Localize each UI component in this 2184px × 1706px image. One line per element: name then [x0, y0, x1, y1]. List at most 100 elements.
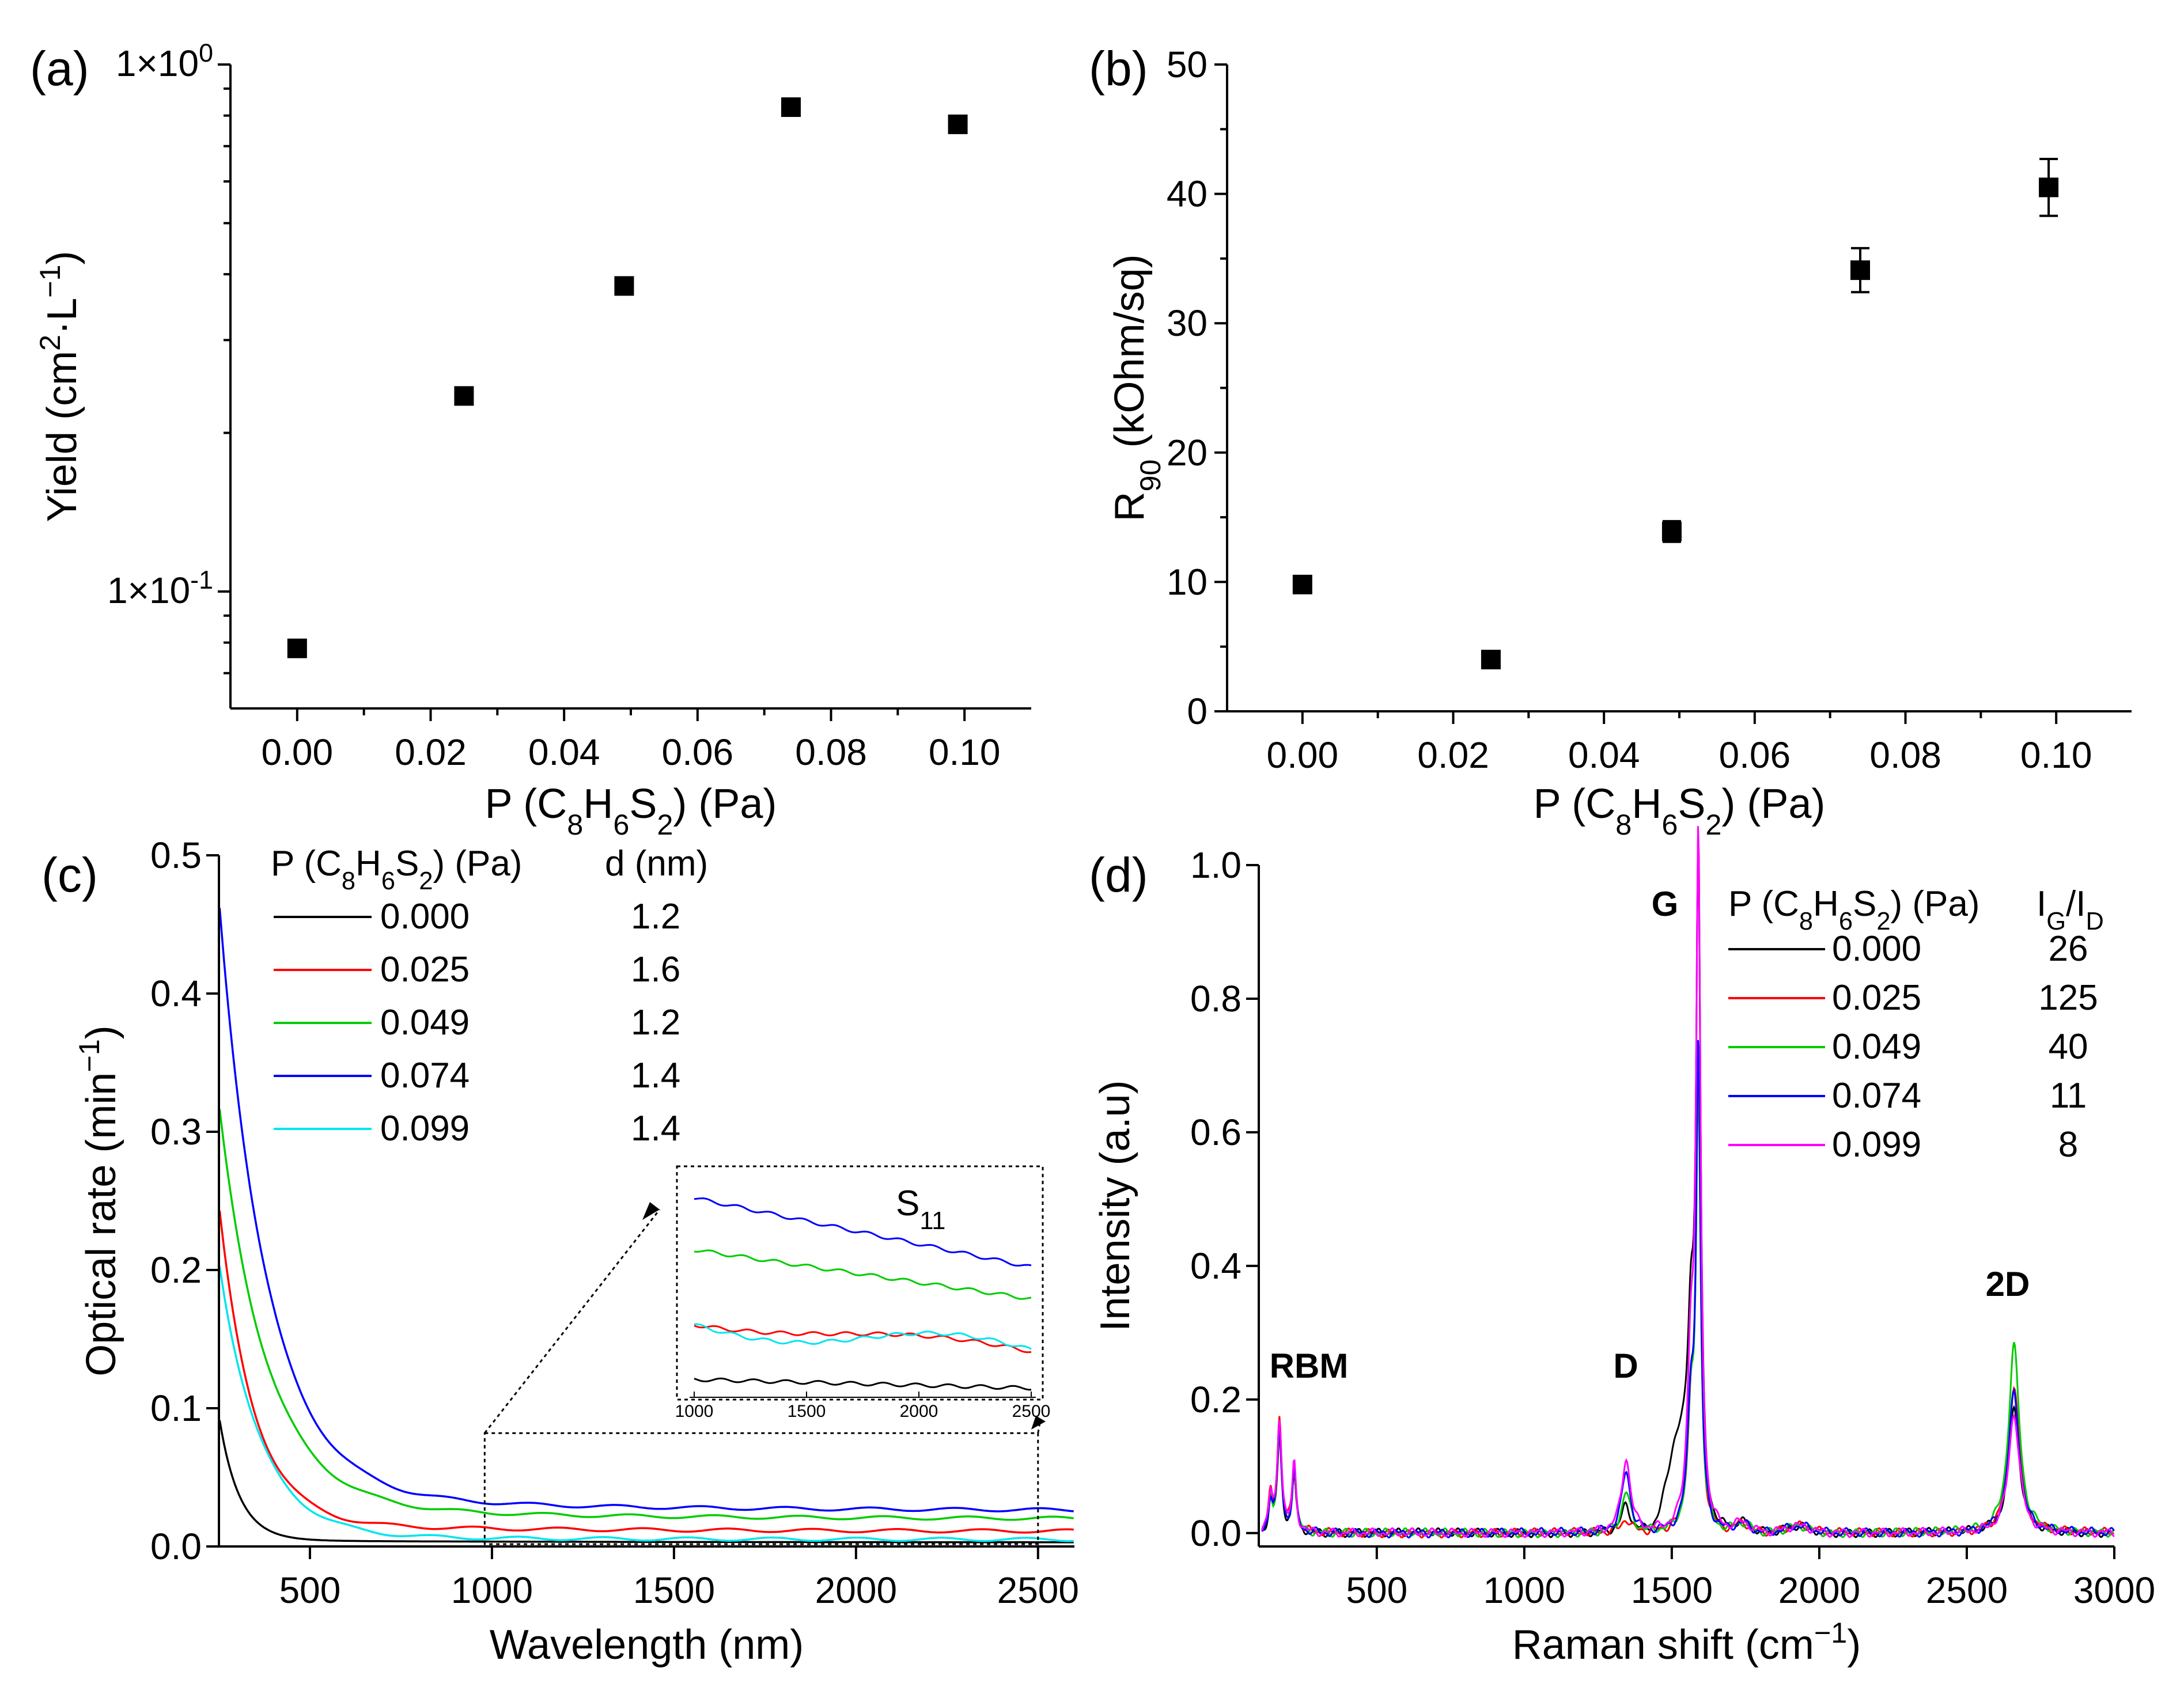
legend-label: 0.074	[1832, 1076, 1921, 1116]
y-tick-label: 1.0	[1190, 844, 1241, 886]
inset-series-line	[694, 1377, 1031, 1391]
panel-label: (b)	[1089, 41, 1148, 96]
x-tick-label: 0.02	[395, 731, 467, 773]
legend-d-value: 1.4	[631, 1109, 680, 1148]
peak-label-g: G	[1652, 885, 1679, 923]
legend-ratio-value: 11	[2050, 1076, 2087, 1116]
y-tick-label: 0.8	[1190, 978, 1241, 1019]
panel-c-optical-rate-chart: 500 1000 1500 2000 2500 0.0 0.1 0.2 0.3 0.4 0.5 100…	[41, 835, 1079, 1668]
y-tick-label: 1×10-1	[107, 566, 213, 611]
panel-label: (d)	[1089, 848, 1148, 902]
legend-label: 0.074	[380, 1056, 470, 1095]
panel-b-resistance-chart: 0.00 0.02 0.04 0.06 0.08 0.10 0 10 20 30 40 50 R90 (…	[1089, 41, 2132, 841]
panel-label: (c)	[41, 848, 98, 902]
legend-ratio-value: 40	[2049, 1027, 2088, 1067]
x-tick-label: 0.08	[1869, 734, 1941, 776]
series-line	[218, 1210, 1074, 1534]
x-tick-label: 0.04	[528, 731, 600, 773]
x-tick-label: 1500	[633, 1569, 715, 1611]
x-tick-label: 2000	[815, 1569, 897, 1611]
y-tick-label: 0.2	[150, 1249, 202, 1291]
x-tick-label: 500	[1346, 1569, 1407, 1611]
y-axis-title: Intensity (a.u)	[1092, 1080, 1138, 1331]
legend-ratio-value: 125	[2038, 978, 2098, 1018]
x-tick-label: 1000	[1483, 1569, 1565, 1611]
data-point	[2039, 177, 2059, 198]
data-point	[1661, 521, 1682, 541]
peak-label-d: D	[1613, 1347, 1638, 1385]
legend-d-value: 1.2	[631, 1003, 680, 1042]
inset-frame	[676, 1165, 1044, 1401]
x-tick-label: 0.02	[1417, 734, 1489, 776]
legend-d-value: 1.2	[631, 897, 680, 937]
legend-title: P (C8H6S2) (Pa)	[271, 844, 522, 895]
x-tick-label: 0.00	[1267, 734, 1339, 776]
y-tick-label: 50	[1167, 44, 1208, 85]
series-line	[218, 1266, 1074, 1542]
y-tick-label: 0.6	[1190, 1112, 1241, 1153]
y-tick-label: 30	[1167, 302, 1208, 344]
y-tick-label: 0.5	[150, 835, 202, 876]
x-axis-title: P (C8H6S2) (Pa)	[485, 781, 777, 841]
panel-a-yield-chart: 0.00 0.02 0.04 0.06 0.08 0.10 1×100 1×10-1 Yield…	[30, 39, 1031, 841]
y-tick-label: 0.2	[1190, 1379, 1241, 1420]
inset-series-line	[694, 1249, 1032, 1300]
x-tick-label: 2500	[1926, 1569, 2008, 1611]
legend-title: P (C8H6S2) (Pa)	[1728, 884, 1979, 935]
data-point	[948, 114, 968, 134]
legend-extra-title: IG/ID	[2037, 884, 2104, 935]
series-line	[218, 1420, 1074, 1544]
legend-label: 0.049	[380, 1003, 470, 1042]
y-tick-label: 0.0	[1190, 1512, 1241, 1554]
peak-label-rbm: RBM	[1270, 1347, 1349, 1385]
legend-d-value: 1.6	[631, 950, 680, 990]
data-point	[1292, 574, 1312, 594]
data-point	[614, 276, 634, 296]
x-tick-label: 0.08	[795, 731, 867, 773]
y-tick-label: 40	[1167, 173, 1208, 215]
x-tick-label: 0.00	[262, 731, 334, 773]
legend-ratio-value: 8	[2058, 1125, 2078, 1165]
y-tick-label: 0	[1187, 691, 1208, 732]
legend-extra-title: d (nm)	[605, 844, 708, 884]
x-tick-label: 500	[279, 1569, 341, 1611]
data-point	[454, 386, 474, 406]
inset-arrowhead	[1031, 1416, 1046, 1430]
legend-label: 0.025	[1832, 978, 1921, 1018]
inset-connector	[484, 1209, 661, 1434]
x-tick-label: 2000	[1778, 1569, 1860, 1611]
y-tick-label: 0.4	[1190, 1245, 1241, 1287]
y-axis-title: Yield (cm2·L−1)	[33, 251, 86, 522]
inset-series-line	[694, 1323, 1032, 1350]
panel-d-raman-chart: 500 1000 1500 2000 2500 3000 0.0 0.2 0.4 0.6 0.8 1.…	[1089, 826, 2155, 1668]
x-tick-label: 1500	[1631, 1569, 1713, 1611]
legend-label: 0.099	[380, 1109, 470, 1148]
inset-x-tick-label: 1000	[675, 1402, 714, 1421]
legend-d-value: 1.4	[631, 1056, 680, 1095]
series-line	[218, 908, 1074, 1512]
peak-label-2d: 2D	[1986, 1265, 2030, 1303]
y-tick-label: 20	[1167, 432, 1208, 473]
y-tick-label: 10	[1167, 561, 1208, 602]
y-axis-title: Optical rate (min−1)	[73, 1025, 125, 1377]
panel-label: (a)	[30, 41, 89, 96]
data-point	[1481, 650, 1501, 670]
data-point	[287, 638, 307, 658]
x-axis-title: Raman shift (cm−1)	[1512, 1616, 1861, 1669]
x-tick-label: 3000	[2073, 1569, 2155, 1611]
x-tick-label: 2500	[997, 1569, 1079, 1611]
x-tick-label: 1000	[451, 1569, 533, 1611]
inset-x-tick-label: 2500	[1012, 1402, 1051, 1421]
series-line	[1261, 826, 2115, 1538]
legend-label: 0.099	[1832, 1125, 1921, 1165]
data-point	[781, 97, 801, 117]
inset-x-tick-label: 2000	[900, 1402, 938, 1421]
x-axis-title: P (C8H6S2) (Pa)	[1534, 781, 1826, 841]
x-tick-label: 0.06	[1719, 734, 1791, 776]
inset-arrowhead	[642, 1202, 660, 1220]
x-tick-label: 0.10	[929, 731, 1001, 773]
data-point	[1850, 260, 1870, 280]
y-tick-label: 1×100	[116, 39, 213, 84]
inset-series-line	[694, 1197, 1032, 1267]
y-tick-label: 0.3	[150, 1111, 202, 1153]
